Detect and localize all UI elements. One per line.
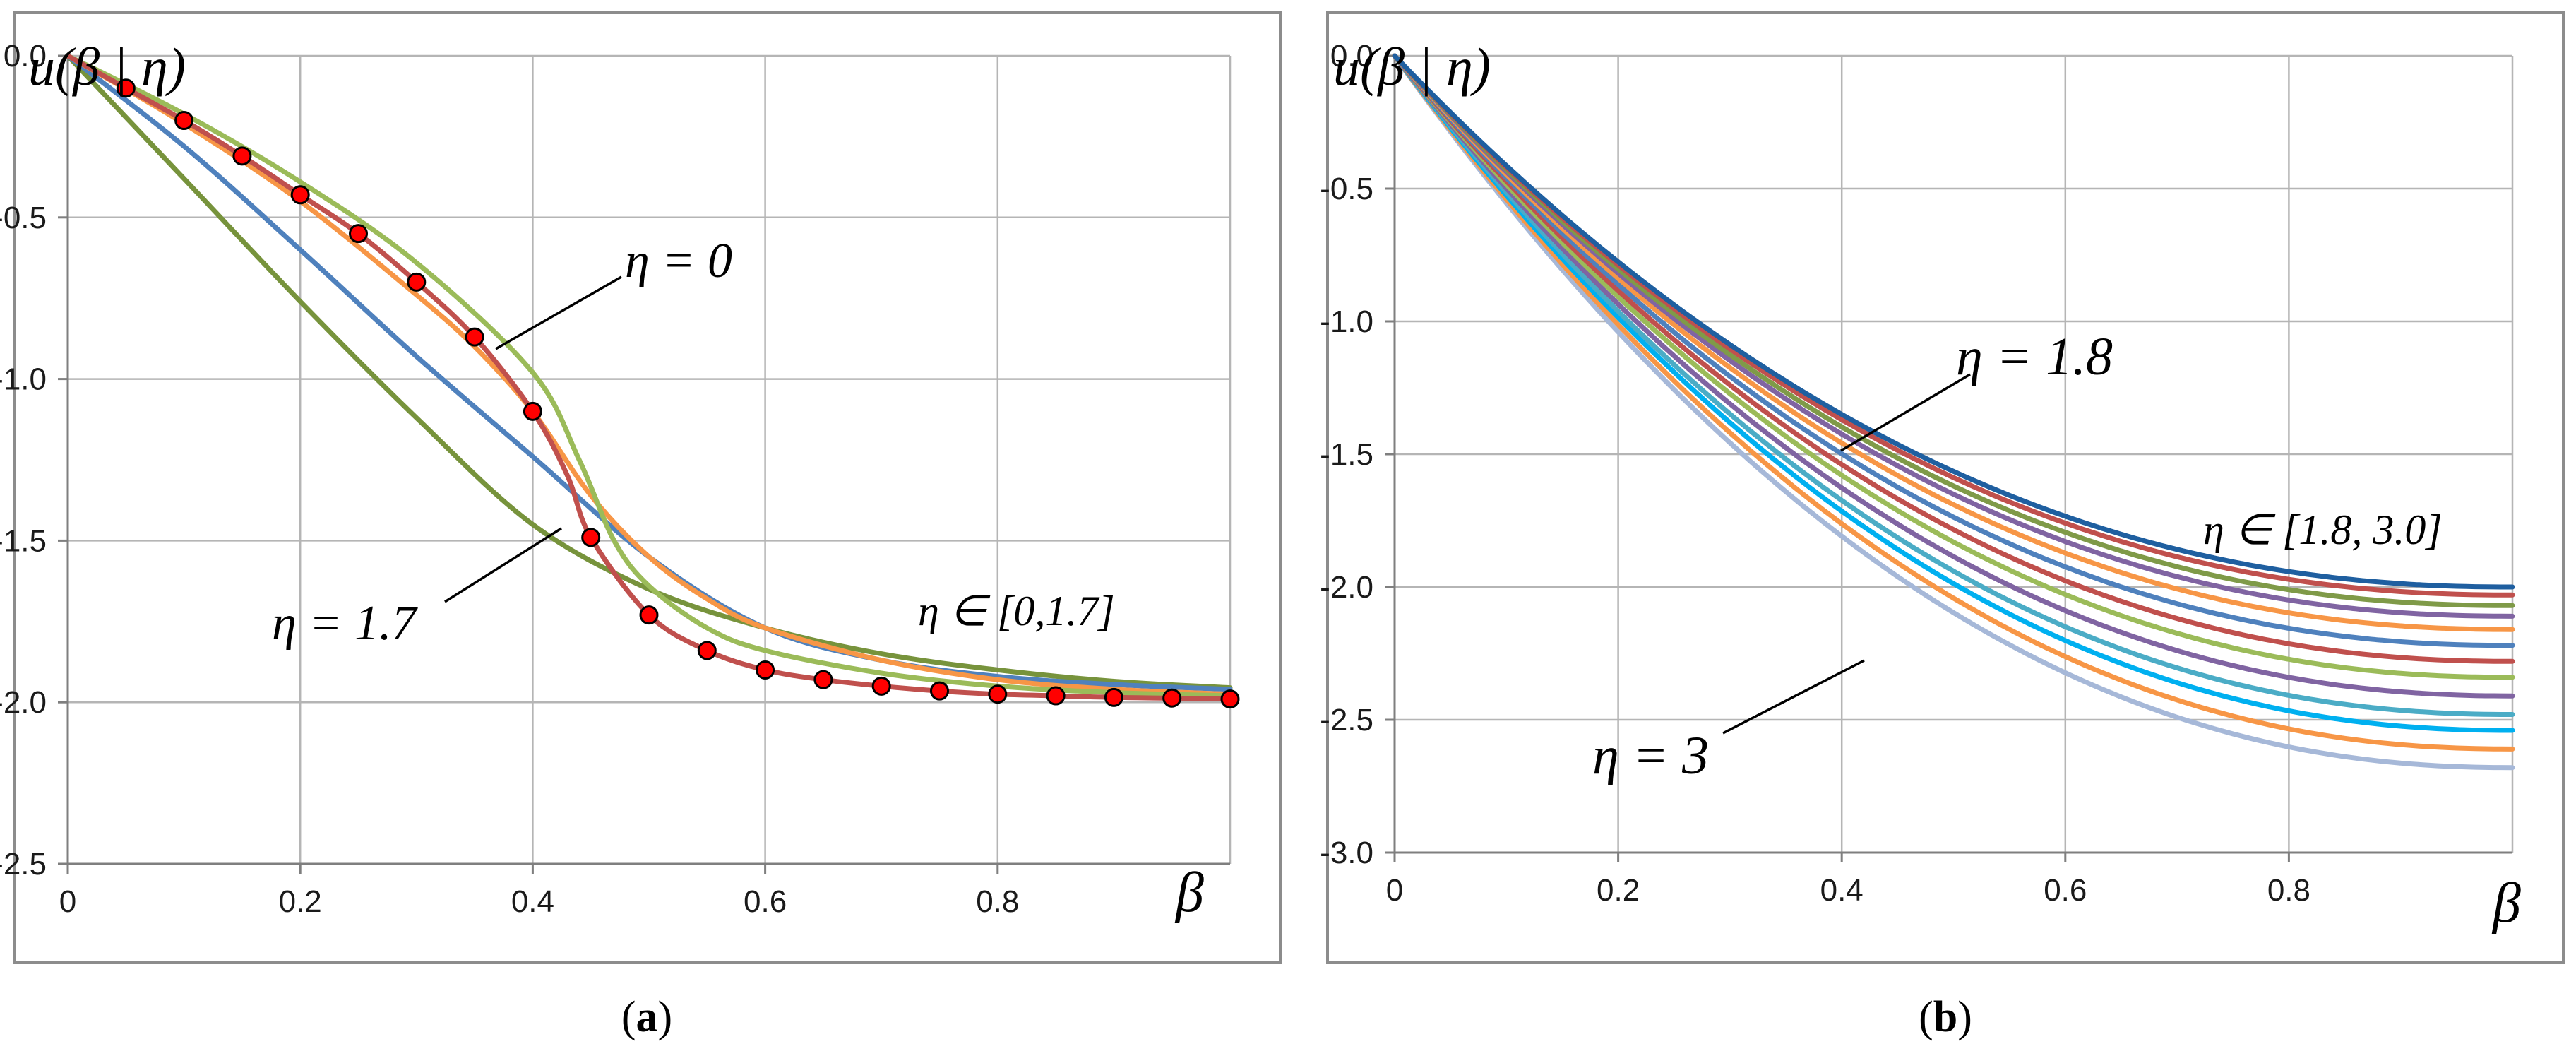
data-point-marker — [407, 272, 427, 292]
x-tick-label: 0 — [59, 884, 76, 919]
data-point-marker — [232, 146, 252, 166]
data-point-marker — [581, 528, 601, 547]
panel-b-x-axis-label: β — [2491, 872, 2521, 935]
panel-b-y-axis-label: u(β | η) — [1333, 37, 1491, 97]
series-line — [1392, 53, 2515, 664]
y-tick-label: -0.5 — [1320, 172, 1373, 206]
data-point-marker — [290, 185, 310, 205]
panel-a-frame — [13, 11, 1282, 964]
data-point-marker — [988, 684, 1008, 704]
series-line — [1392, 53, 2515, 619]
x-tick-label: 0.8 — [2267, 873, 2310, 908]
x-tick-label: 0.6 — [2044, 873, 2087, 908]
x-tick-label: 0.4 — [1820, 873, 1864, 908]
annotation-eta-3-leader — [1722, 659, 1865, 735]
series-line — [1392, 53, 2515, 648]
panel-b-axes — [1385, 54, 2512, 862]
annotation-eta-0-leader — [495, 275, 622, 350]
chart-panel-a: 0 0.2 0.4 0.6 0.8 0.0 -0.5 -1.0 -1.5 -2.0 -2.5 u(… — [0, 11, 1282, 964]
series-line — [1392, 53, 2515, 717]
data-point-marker — [871, 676, 891, 696]
data-point-marker — [1162, 688, 1182, 708]
x-tick-label: 0.2 — [1597, 873, 1640, 908]
annotation-eta-range-a: η ∈ [0,1.7] — [918, 588, 1115, 634]
panel-a-x-ticks: 0 0.2 0.4 0.6 0.8 — [59, 884, 1020, 919]
y-tick-label: -1.5 — [1320, 437, 1373, 472]
caption-b: (b) — [1919, 993, 1972, 1041]
annotation-eta-1-8: η = 1.8 — [1956, 327, 2113, 386]
y-tick-label: 0.0 — [4, 39, 47, 73]
data-point-marker — [465, 327, 484, 347]
panel-b-series — [1392, 53, 2515, 771]
x-tick-label: 0.2 — [279, 884, 322, 919]
caption-b-open: ( — [1919, 993, 1933, 1041]
caption-a: (a) — [621, 993, 672, 1041]
series-line — [65, 53, 1233, 702]
y-tick-label: -2.0 — [1320, 570, 1373, 605]
caption-b-close: ) — [1957, 993, 1972, 1041]
data-point-marker — [349, 224, 368, 244]
data-point-marker — [116, 78, 136, 98]
data-point-marker — [1104, 687, 1123, 707]
series-line — [1392, 53, 2515, 608]
series-line — [65, 53, 1233, 699]
annotation-eta-0: η = 0 — [625, 234, 732, 288]
panel-a-markers — [116, 78, 1240, 709]
y-tick-label: -2.5 — [1320, 703, 1373, 737]
y-tick-label: 0.0 — [1330, 39, 1373, 73]
data-point-marker — [1046, 686, 1066, 706]
y-tick-label: -0.5 — [0, 201, 47, 235]
series-line — [1392, 53, 2515, 632]
x-tick-label: 0 — [1386, 873, 1403, 908]
caption-a-open: ( — [621, 993, 636, 1041]
y-tick-label: -1.5 — [0, 523, 47, 558]
annotation-eta-1-7: η = 1.7 — [272, 596, 418, 651]
data-point-marker — [639, 605, 659, 625]
series-line — [65, 53, 1233, 692]
x-tick-label: 0.4 — [511, 884, 554, 919]
x-tick-label: 0.8 — [976, 884, 1019, 919]
chart-panel-b: 0 0.2 0.4 0.6 0.8 0.0 -0.5 -1.0 -1.5 -2.0 -2.5 -3.… — [1320, 11, 2565, 964]
panel-a-x-axis-label: β — [1174, 862, 1204, 924]
panel-a-axes — [58, 54, 1230, 874]
annotation-eta-range-b: η ∈ [1.8, 3.0] — [2203, 506, 2443, 553]
series-line — [1392, 53, 2515, 733]
y-tick-label: -1.0 — [0, 362, 47, 397]
series-line — [1392, 53, 2515, 752]
data-point-marker — [523, 401, 542, 421]
series-line — [1392, 53, 2515, 590]
caption-a-close: ) — [658, 993, 673, 1041]
series-line — [1392, 53, 2515, 771]
data-point-marker — [756, 660, 775, 680]
caption-b-letter: b — [1933, 993, 1957, 1041]
panel-b-grid — [1395, 54, 2514, 854]
annotation-eta-1-7-leader — [444, 527, 562, 603]
panel-b-x-ticks: 0 0.2 0.4 0.6 0.8 — [1386, 873, 2310, 908]
annotation-eta-3: η = 3 — [1592, 726, 1709, 785]
annotation-eta-1-8-leader — [1840, 373, 1971, 452]
data-point-marker — [930, 681, 949, 701]
x-tick-label: 0.6 — [744, 884, 787, 919]
panel-a-y-axis-label: u(β | η) — [28, 37, 186, 97]
data-point-marker — [697, 641, 717, 660]
data-point-marker — [813, 670, 833, 689]
series-line — [1392, 53, 2515, 699]
panel-a-y-ticks: 0.0 -0.5 -1.0 -1.5 -2.0 -2.5 — [0, 39, 47, 882]
y-tick-label: -3.0 — [1320, 836, 1373, 870]
y-tick-label: -2.0 — [0, 685, 47, 720]
data-point-marker — [174, 111, 194, 131]
data-point-marker — [1220, 689, 1240, 709]
panel-b-y-ticks: 0.0 -0.5 -1.0 -1.5 -2.0 -2.5 -3.0 — [1320, 39, 1373, 870]
series-line — [1392, 53, 2515, 680]
y-tick-label: -1.0 — [1320, 304, 1373, 339]
caption-a-letter: a — [636, 993, 658, 1041]
y-tick-label: -2.5 — [0, 847, 47, 882]
